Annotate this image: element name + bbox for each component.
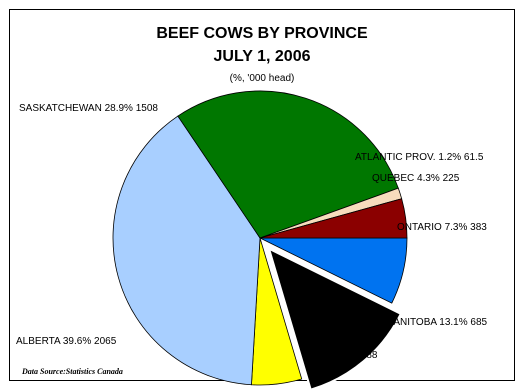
slice-label-atlantic: ATLANTIC PROV. 1.2% 61.5 <box>355 152 484 163</box>
slice-label-bc: B.C. 5.5% 288 <box>313 350 378 361</box>
pie-slice-manitoba <box>267 246 403 390</box>
pie-slice-quebec <box>259 198 408 239</box>
data-source-note: Data Source:Statistics Canada <box>21 367 123 376</box>
pie-slice-alberta <box>112 115 261 386</box>
slice-label-alberta: ALBERTA 39.6% 2065 <box>16 336 117 347</box>
slice-label-saskatchewan: SASKATCHEWAN 28.9% 1508 <box>19 103 158 114</box>
chart-subtitle: JULY 1, 2006 <box>214 48 311 65</box>
chart-title: BEEF COWS BY PROVINCE <box>156 25 368 42</box>
slice-label-quebec: QUEBEC 4.3% 225 <box>372 173 460 184</box>
units-note: (%, '000 head) <box>230 73 295 84</box>
pie-slice-saskatchewan <box>177 90 399 239</box>
pie-slices <box>112 90 408 390</box>
slice-label-ontario: ONTARIO 7.3% 383 <box>397 222 487 233</box>
slice-label-manitoba: MANITOBA 13.1% 685 <box>385 317 488 328</box>
